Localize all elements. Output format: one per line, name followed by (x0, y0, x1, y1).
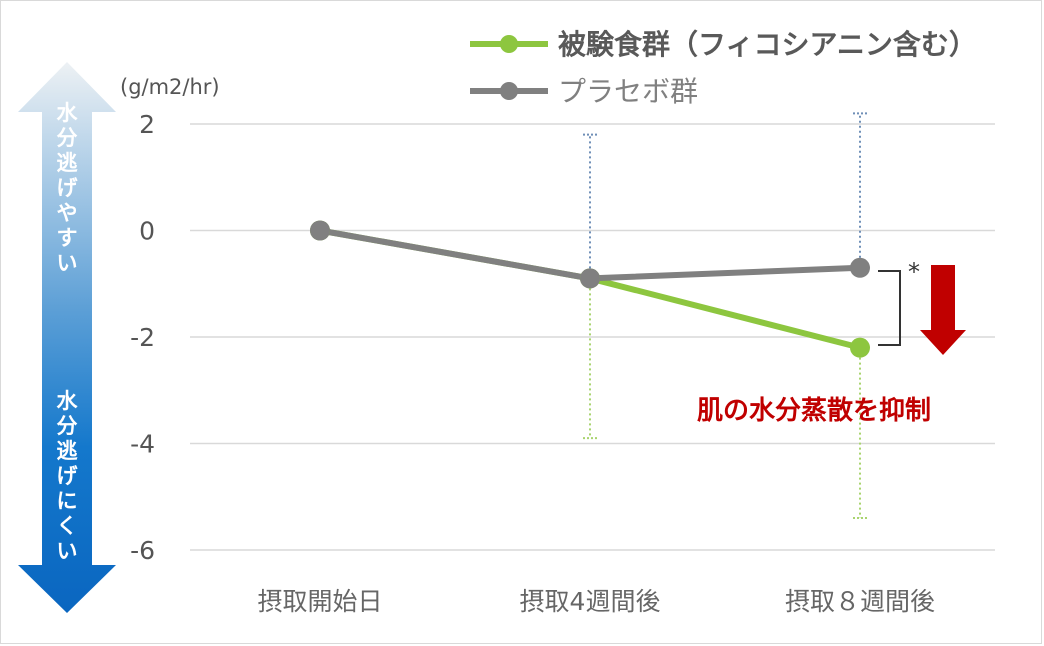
side-label-char: や (57, 201, 78, 225)
side-label-char: 逃 (57, 151, 79, 175)
side-label-char: 逃 (57, 439, 79, 463)
y-tick-label: 2 (139, 110, 155, 139)
x-tick-labels: 摂取開始日 摂取4週間後 摂取８週間後 (257, 587, 935, 616)
side-label-char: に (57, 489, 78, 513)
side-label-char: 水 (57, 101, 79, 125)
y-tick-label: -6 (130, 536, 155, 565)
y-tick-label: -4 (130, 430, 155, 459)
moisture-direction-arrow (18, 62, 116, 613)
series-points (310, 220, 870, 358)
x-tick-label: 摂取８週間後 (785, 587, 935, 616)
side-label-char: 分 (57, 414, 78, 438)
significance-marker: * (908, 258, 920, 286)
side-label-char: げ (57, 464, 79, 488)
annotation-text: 肌の水分蒸散を抑制 (697, 396, 931, 426)
x-tick-label: 摂取4週間後 (520, 587, 661, 616)
legend: 被験食群（フィコシアニン含む） プラセボ群 (470, 28, 977, 108)
data-point-placebo (310, 220, 330, 241)
y-unit-label: (g/m2/hr) (120, 75, 220, 99)
side-label-char: く (57, 514, 78, 538)
side-label-char: い (57, 539, 78, 563)
data-point-placebo (850, 257, 870, 278)
side-label-char: げ (57, 176, 79, 200)
legend-marker-placebo (500, 82, 518, 100)
decrease-arrow (920, 265, 966, 355)
data-point-placebo (580, 268, 600, 289)
y-tick-label: 0 (139, 217, 155, 246)
side-label-char: す (57, 226, 78, 250)
side-label-char: 水 (57, 389, 79, 413)
side-label-char: 分 (57, 126, 78, 150)
y-tick-label: -2 (130, 323, 155, 352)
significance-bracket (878, 270, 901, 346)
side-label-char: い (57, 251, 78, 275)
x-tick-label: 摂取開始日 (257, 587, 382, 616)
y-tick-labels: 2 0 -2 -4 -6 (130, 110, 155, 565)
error-bars (583, 112, 867, 520)
data-point-test (850, 337, 870, 358)
gridlines (190, 123, 995, 551)
legend-marker-test (500, 35, 518, 53)
legend-label-placebo: プラセボ群 (558, 75, 698, 108)
legend-label-test: 被験食群（フィコシアニン含む） (558, 28, 977, 61)
